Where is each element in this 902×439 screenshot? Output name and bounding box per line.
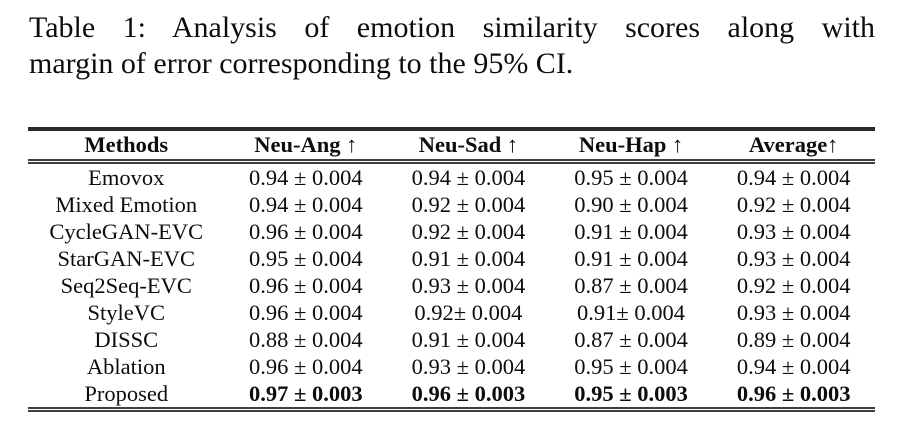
method-cell: StarGAN-EVC bbox=[57, 246, 195, 271]
caption-line-1: Table 1: Analysis of emotion similarity … bbox=[29, 11, 875, 44]
value-cell: 0.90 ± 0.004 bbox=[574, 192, 688, 217]
value-cell: 0.94 ± 0.004 bbox=[736, 354, 851, 379]
method-cell: CycleGAN-EVC bbox=[49, 219, 204, 244]
value-cell: 0.92 ± 0.004 bbox=[411, 192, 526, 217]
method-cell: Emovox bbox=[88, 165, 165, 190]
table-body: Emovox 0.94 ± 0.004 0.94 ± 0.004 0.95 ± … bbox=[28, 162, 875, 410]
table-caption: Table 1: Analysis of emotion similarity … bbox=[29, 10, 875, 82]
value-cell: 0.93 ± 0.004 bbox=[736, 219, 851, 244]
value-cell: 0.93 ± 0.004 bbox=[411, 273, 526, 298]
value-cell: 0.96 ± 0.004 bbox=[249, 354, 363, 379]
method-cell: Mixed Emotion bbox=[55, 192, 198, 217]
table-row: CycleGAN-EVC 0.96 ± 0.004 0.92 ± 0.004 0… bbox=[28, 218, 875, 245]
value-cell: 0.87 ± 0.004 bbox=[574, 273, 688, 298]
header-cell-neu-hap: Neu-Hap ↑ bbox=[549, 129, 713, 164]
table-row: DISSC 0.88 ± 0.004 0.91 ± 0.004 0.87 ± 0… bbox=[28, 326, 875, 353]
results-table: Methods Neu-Ang ↑ Neu-Sad ↑ Neu-Hap ↑ Av… bbox=[28, 127, 875, 412]
header-cell-average: Average↑ bbox=[712, 129, 875, 164]
value-cell: 0.96 ± 0.004 bbox=[249, 300, 363, 325]
header-cell-methods: Methods bbox=[28, 129, 225, 164]
value-cell: 0.94 ± 0.004 bbox=[736, 165, 851, 190]
value-cell: 0.93 ± 0.004 bbox=[736, 300, 851, 325]
value-cell: 0.87 ± 0.004 bbox=[574, 327, 688, 352]
value-cell: 0.92 ± 0.004 bbox=[736, 192, 851, 217]
value-cell: 0.92 ± 0.004 bbox=[411, 219, 526, 244]
value-cell: 0.96 ± 0.004 bbox=[249, 273, 363, 298]
header-row: Methods Neu-Ang ↑ Neu-Sad ↑ Neu-Hap ↑ Av… bbox=[28, 129, 875, 164]
value-cell: 0.95 ± 0.003 bbox=[574, 381, 688, 406]
value-cell: 0.93 ± 0.004 bbox=[411, 354, 526, 379]
value-cell: 0.92 ± 0.004 bbox=[736, 273, 851, 298]
value-cell: 0.94 ± 0.004 bbox=[249, 192, 363, 217]
caption-line-2: margin of error corresponding to the 95%… bbox=[29, 47, 574, 80]
table-row: StyleVC 0.96 ± 0.004 0.92± 0.004 0.91± 0… bbox=[28, 299, 875, 326]
method-cell: Proposed bbox=[84, 381, 169, 406]
value-cell: 0.91 ± 0.004 bbox=[574, 246, 688, 271]
value-cell: 0.96 ± 0.003 bbox=[736, 381, 851, 406]
method-cell: StyleVC bbox=[87, 300, 165, 325]
value-cell: 0.88 ± 0.004 bbox=[249, 327, 363, 352]
method-cell: Ablation bbox=[86, 354, 166, 379]
value-cell: 0.96 ± 0.003 bbox=[411, 381, 526, 406]
value-cell: 0.94 ± 0.004 bbox=[249, 165, 363, 190]
table-header: Methods Neu-Ang ↑ Neu-Sad ↑ Neu-Hap ↑ Av… bbox=[28, 129, 875, 164]
method-cell: DISSC bbox=[94, 327, 159, 352]
results-table-container: Methods Neu-Ang ↑ Neu-Sad ↑ Neu-Hap ↑ Av… bbox=[28, 127, 875, 412]
value-cell: 0.89 ± 0.004 bbox=[736, 327, 851, 352]
table-row: Seq2Seq-EVC 0.96 ± 0.004 0.93 ± 0.004 0.… bbox=[28, 272, 875, 299]
header-cell-neu-sad: Neu-Sad ↑ bbox=[387, 129, 550, 164]
value-cell: 0.91 ± 0.004 bbox=[411, 327, 526, 352]
value-cell: 0.91 ± 0.004 bbox=[574, 219, 688, 244]
method-cell: Seq2Seq-EVC bbox=[60, 273, 192, 298]
value-cell: 0.95 ± 0.004 bbox=[574, 354, 688, 379]
value-cell: 0.95 ± 0.004 bbox=[249, 246, 363, 271]
table-row: Mixed Emotion 0.94 ± 0.004 0.92 ± 0.004 … bbox=[28, 191, 875, 218]
header-cell-neu-ang: Neu-Ang ↑ bbox=[224, 129, 388, 164]
table-row: StarGAN-EVC 0.95 ± 0.004 0.91 ± 0.004 0.… bbox=[28, 245, 875, 272]
value-cell: 0.97 ± 0.003 bbox=[249, 381, 363, 406]
value-cell: 0.96 ± 0.004 bbox=[249, 219, 363, 244]
value-cell: 0.91 ± 0.004 bbox=[411, 246, 526, 271]
table-row: Emovox 0.94 ± 0.004 0.94 ± 0.004 0.95 ± … bbox=[28, 162, 875, 192]
table-row-proposed: Proposed 0.97 ± 0.003 0.96 ± 0.003 0.95 … bbox=[28, 380, 875, 410]
value-cell: 0.92± 0.004 bbox=[414, 300, 523, 325]
value-cell: 0.91± 0.004 bbox=[577, 300, 686, 325]
value-cell: 0.94 ± 0.004 bbox=[411, 165, 526, 190]
value-cell: 0.95 ± 0.004 bbox=[574, 165, 688, 190]
table-row: Ablation 0.96 ± 0.004 0.93 ± 0.004 0.95 … bbox=[28, 353, 875, 380]
value-cell: 0.93 ± 0.004 bbox=[736, 246, 851, 271]
